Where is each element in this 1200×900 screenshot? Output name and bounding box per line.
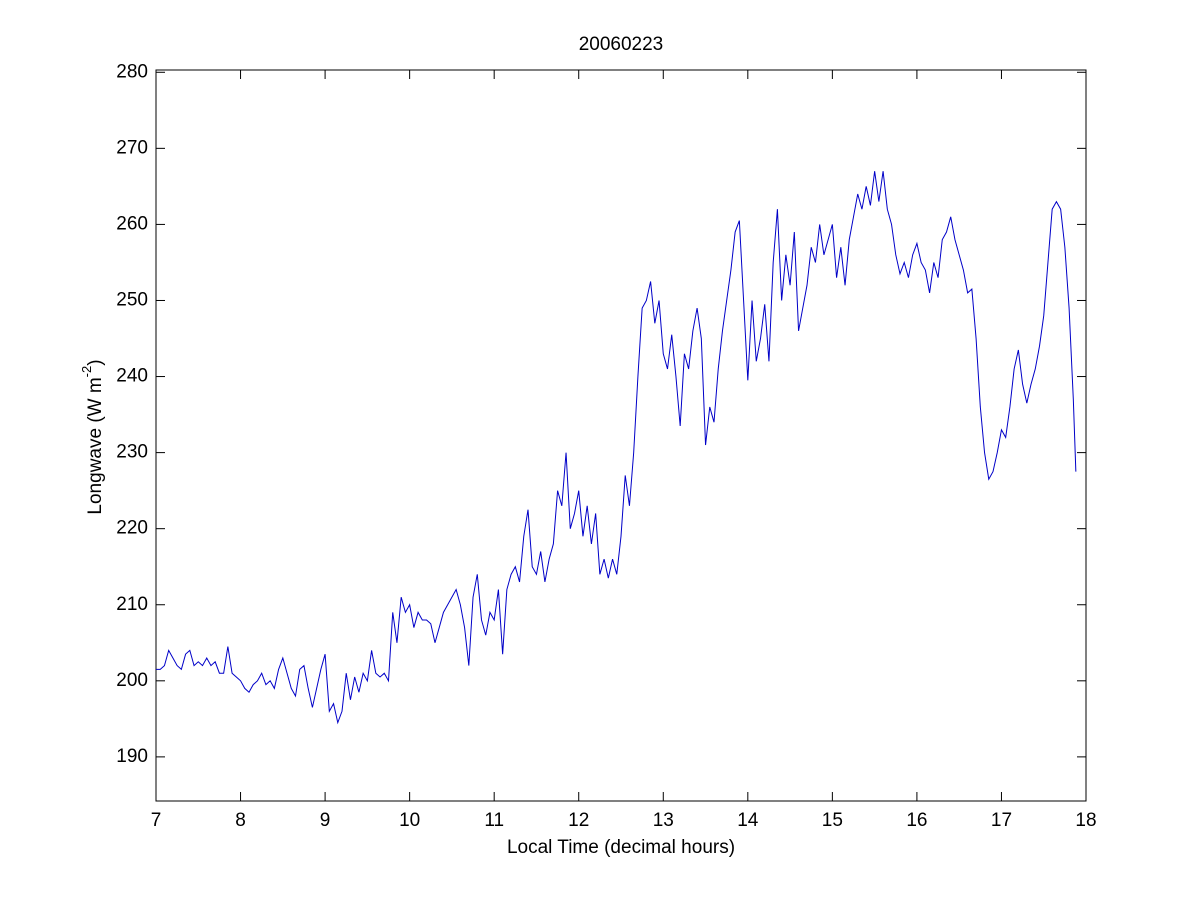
x-tick-label: 18 — [1075, 810, 1096, 831]
y-tick-label: 230 — [116, 442, 148, 463]
data-line — [156, 171, 1077, 725]
y-tick-label: 210 — [116, 594, 148, 615]
y-axis-label-sup: -2 — [79, 366, 94, 378]
x-tick-label: 10 — [399, 810, 420, 831]
x-tick-label: 7 — [151, 810, 162, 831]
x-tick-label: 13 — [653, 810, 674, 831]
plot-frame — [155, 69, 1087, 802]
y-tick-label: 240 — [116, 366, 148, 387]
y-tick-label: 250 — [116, 289, 148, 310]
x-tick-label: 9 — [320, 810, 331, 831]
x-tick-label: 12 — [568, 810, 589, 831]
x-tick-label: 16 — [906, 810, 927, 831]
y-tick-label: 200 — [116, 670, 148, 691]
y-tick-label: 220 — [116, 518, 148, 539]
y-tick-label: 260 — [116, 213, 148, 234]
y-axis-label-end: ) — [85, 359, 106, 365]
y-tick-label: 190 — [116, 746, 148, 767]
x-tick-label: 8 — [235, 810, 246, 831]
x-axis-label: Local Time (decimal hours) — [507, 837, 735, 858]
x-tick-label: 17 — [991, 810, 1012, 831]
x-tick-label: 14 — [737, 810, 759, 831]
y-axis-label-text: Longwave (W m — [85, 377, 106, 514]
x-tick-label: 15 — [822, 810, 843, 831]
x-tick-label: 11 — [484, 810, 504, 831]
chart-title: 20060223 — [579, 34, 664, 55]
y-tick-label: 270 — [116, 137, 148, 158]
y-tick-label: 280 — [116, 61, 148, 82]
y-axis-label: Longwave (W m-2) — [79, 359, 106, 514]
